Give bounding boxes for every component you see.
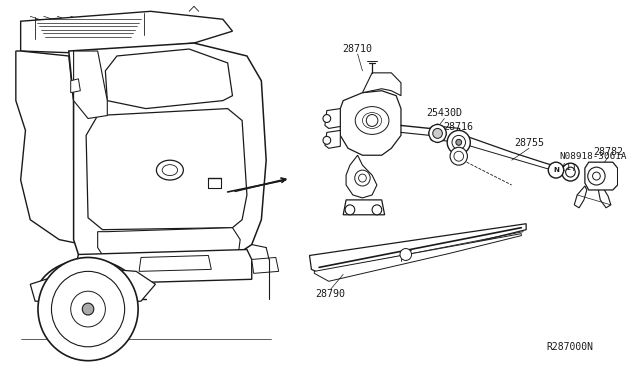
Polygon shape: [574, 186, 587, 208]
Ellipse shape: [355, 107, 389, 134]
Circle shape: [435, 138, 440, 143]
Polygon shape: [1, 128, 8, 175]
Polygon shape: [30, 267, 156, 304]
Circle shape: [358, 174, 366, 182]
Circle shape: [430, 136, 435, 141]
Polygon shape: [325, 109, 340, 128]
Circle shape: [456, 140, 461, 145]
Circle shape: [562, 163, 579, 181]
Ellipse shape: [162, 165, 177, 176]
Text: (1): (1): [560, 163, 577, 171]
Text: 28710: 28710: [342, 44, 372, 54]
Circle shape: [51, 271, 125, 347]
Circle shape: [355, 170, 370, 186]
Polygon shape: [362, 73, 401, 96]
Circle shape: [430, 126, 435, 131]
Text: R287000N: R287000N: [546, 342, 593, 352]
Circle shape: [366, 115, 378, 126]
Circle shape: [440, 136, 445, 141]
Text: 25430D: 25430D: [426, 108, 462, 118]
Polygon shape: [86, 109, 247, 230]
Circle shape: [454, 151, 463, 161]
Polygon shape: [346, 155, 377, 198]
Circle shape: [442, 131, 447, 136]
Polygon shape: [16, 51, 98, 247]
Text: N: N: [553, 167, 559, 173]
Text: 28755: 28755: [514, 138, 544, 148]
Circle shape: [435, 124, 440, 129]
Polygon shape: [20, 11, 232, 53]
Circle shape: [548, 162, 564, 178]
Text: 28716: 28716: [444, 122, 474, 132]
Polygon shape: [325, 131, 340, 148]
Polygon shape: [74, 250, 252, 284]
Polygon shape: [98, 228, 240, 259]
Ellipse shape: [362, 113, 381, 128]
Circle shape: [433, 128, 442, 138]
Circle shape: [588, 167, 605, 185]
Circle shape: [428, 131, 433, 136]
Text: N08918-3061A: N08918-3061A: [560, 152, 627, 161]
Circle shape: [38, 257, 138, 361]
Circle shape: [323, 115, 331, 122]
Polygon shape: [74, 51, 108, 119]
Polygon shape: [68, 43, 266, 267]
Circle shape: [345, 205, 355, 215]
Polygon shape: [314, 234, 522, 281]
Polygon shape: [340, 91, 401, 155]
Polygon shape: [252, 257, 278, 273]
Polygon shape: [139, 256, 211, 271]
Ellipse shape: [156, 160, 184, 180]
Circle shape: [593, 172, 600, 180]
Circle shape: [400, 248, 412, 260]
Circle shape: [450, 147, 467, 165]
Text: 28782: 28782: [593, 147, 623, 157]
Circle shape: [447, 131, 470, 154]
Circle shape: [83, 303, 94, 315]
Polygon shape: [310, 224, 526, 277]
Polygon shape: [106, 49, 232, 109]
Circle shape: [429, 125, 446, 142]
Polygon shape: [440, 126, 460, 142]
Circle shape: [70, 291, 106, 327]
Polygon shape: [343, 200, 385, 215]
Circle shape: [452, 135, 465, 149]
Polygon shape: [585, 162, 618, 190]
Circle shape: [566, 167, 575, 177]
Polygon shape: [598, 188, 611, 208]
Circle shape: [323, 137, 331, 144]
Circle shape: [440, 126, 445, 131]
Polygon shape: [70, 79, 81, 93]
Circle shape: [372, 205, 381, 215]
Text: 28790: 28790: [316, 289, 346, 299]
